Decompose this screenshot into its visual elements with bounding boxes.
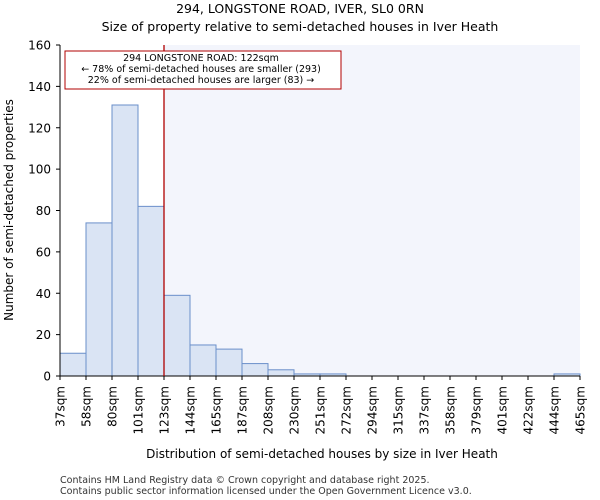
- bar: [189, 344, 217, 377]
- y-tick-label: 40: [36, 287, 51, 301]
- footer-line-1: Contains HM Land Registry data © Crown c…: [60, 475, 430, 486]
- x-tick-label: 80sqm: [106, 386, 120, 427]
- x-tick-label: 379sqm: [470, 386, 484, 434]
- y-axis-label: Number of semi-detached properties: [2, 99, 16, 321]
- x-tick-label: 230sqm: [288, 386, 302, 434]
- x-tick-label: 144sqm: [184, 386, 198, 434]
- bar: [241, 363, 269, 377]
- bar: [111, 104, 139, 377]
- x-tick-label: 208sqm: [262, 386, 276, 434]
- y-tick-label: 20: [36, 328, 51, 342]
- larger-properties-region: [164, 45, 580, 376]
- bars: [59, 104, 581, 377]
- x-tick-label: 315sqm: [392, 386, 406, 434]
- x-tick-label: 251sqm: [314, 386, 328, 434]
- y-tick-label: 100: [28, 163, 51, 177]
- x-tick-label: 123sqm: [158, 386, 172, 434]
- chart-title: 294, LONGSTONE ROAD, IVER, SL0 0RN: [176, 1, 424, 16]
- x-axis-label: Distribution of semi-detached houses by …: [146, 447, 498, 461]
- y-tick-label: 160: [28, 39, 51, 53]
- bar: [59, 352, 87, 377]
- bar: [163, 294, 191, 377]
- x-tick-label: 165sqm: [210, 386, 224, 434]
- x-tick-label: 422sqm: [522, 386, 536, 434]
- x-tick-label: 58sqm: [80, 386, 94, 427]
- x-tick-label: 294sqm: [366, 386, 380, 434]
- x-tick-label: 187sqm: [236, 386, 250, 434]
- y-tick-label: 140: [28, 80, 51, 94]
- y-tick-label: 80: [36, 204, 51, 218]
- x-tick-label: 37sqm: [54, 386, 68, 427]
- annotation-line-1: 294 LONGSTONE ROAD: 122sqm: [123, 53, 279, 64]
- bar: [215, 348, 243, 377]
- x-tick-label: 358sqm: [444, 386, 458, 434]
- footer-line-2: Contains public sector information licen…: [60, 486, 472, 497]
- y-tick-label: 120: [28, 121, 51, 135]
- y-ticks: 0 20 40 60 80 100 120 140 160: [28, 39, 60, 384]
- annotation-line-3: 22% of semi-detached houses are larger (…: [88, 75, 315, 86]
- bar: [267, 369, 295, 377]
- x-tick-label: 401sqm: [496, 386, 510, 434]
- y-tick-label: 60: [36, 245, 51, 259]
- x-ticks: 37sqm 58sqm 80sqm 101sqm 123sqm 144sqm 165sqm 1…: [54, 376, 588, 434]
- annotation-box: [64, 50, 342, 90]
- x-tick-label: 444sqm: [548, 386, 562, 434]
- annotation-line-2: ← 78% of semi-detached houses are smalle…: [81, 64, 321, 75]
- y-tick-label: 0: [43, 370, 51, 384]
- bar: [137, 205, 165, 377]
- x-tick-label: 465sqm: [574, 386, 588, 434]
- x-tick-label: 337sqm: [418, 386, 432, 434]
- x-tick-label: 272sqm: [340, 386, 354, 434]
- x-tick-label: 101sqm: [132, 386, 146, 434]
- chart-subtitle: Size of property relative to semi-detach…: [102, 19, 499, 34]
- bar: [85, 222, 113, 377]
